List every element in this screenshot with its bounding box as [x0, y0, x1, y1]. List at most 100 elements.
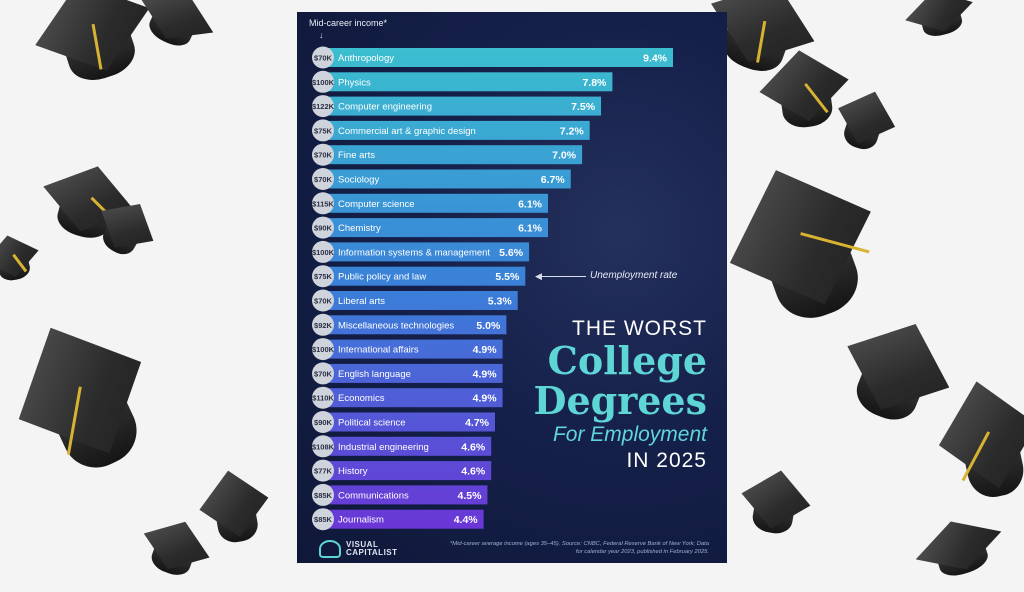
bar	[317, 436, 492, 456]
value-label: 4.9%	[473, 344, 498, 356]
bar	[317, 218, 549, 238]
visual-capitalist-logo: VISUAL CAPITALIST	[319, 540, 406, 558]
value-label: 7.5%	[571, 101, 596, 113]
category-label: Computer engineering	[338, 102, 432, 113]
bar	[317, 461, 492, 481]
income-badge	[312, 168, 334, 190]
income-badge	[312, 46, 334, 69]
graduation-cap-icon	[0, 230, 45, 290]
category-label: English language	[338, 369, 411, 380]
value-label: 4.4%	[454, 514, 479, 526]
category-label: Public policy and law	[338, 272, 426, 283]
bar	[317, 388, 503, 408]
category-label: Computer science	[338, 199, 415, 210]
income-label: $122K	[312, 102, 335, 111]
value-label: 4.9%	[473, 393, 498, 405]
value-label: 4.5%	[457, 490, 482, 502]
bar	[317, 96, 602, 116]
category-label: Fine arts	[338, 150, 375, 161]
category-label: Sociology	[338, 175, 379, 186]
annotation-arrow-icon: ◀	[535, 271, 542, 281]
income-label: $75K	[314, 126, 333, 135]
income-badge	[312, 338, 334, 361]
bar	[317, 120, 590, 140]
income-label: $77K	[314, 467, 333, 476]
income-badge	[312, 192, 334, 215]
income-label: $85K	[314, 515, 333, 524]
category-label: Communications	[338, 490, 409, 501]
income-label: $90K	[314, 224, 333, 233]
title-line: THE WORST	[572, 317, 707, 340]
value-label: 5.5%	[495, 271, 520, 283]
income-badge	[312, 459, 334, 482]
down-arrow-icon: ↓	[319, 30, 324, 40]
value-label: 4.9%	[473, 368, 498, 380]
income-badge	[312, 95, 334, 118]
income-label: $110K	[312, 394, 334, 403]
income-badge	[312, 435, 334, 458]
income-label: $115K	[312, 199, 334, 208]
graduation-cap-icon	[734, 464, 815, 545]
income-label: $70K	[314, 151, 333, 160]
income-badge	[312, 386, 334, 409]
income-label: $70K	[314, 297, 333, 306]
income-badge	[312, 508, 334, 531]
annotation-line	[540, 276, 586, 277]
source-footnote: *Mid-career average income (ages 35–45).…	[450, 541, 709, 555]
income-label: $70K	[314, 54, 333, 63]
category-label: Liberal arts	[338, 296, 385, 307]
income-label: $70K	[314, 369, 333, 378]
graduation-cap-icon	[900, 0, 981, 48]
bar-chart: $70K Anthropology 9.4%$100K Physics 7.8%$122…	[312, 46, 673, 531]
income-label: $70K	[314, 175, 333, 184]
category-label: Journalism	[338, 515, 384, 526]
bar	[317, 72, 613, 92]
bar	[317, 412, 495, 432]
income-badge	[312, 240, 334, 263]
category-label: Information systems & management	[338, 247, 490, 258]
category-label: Commercial art & graphic design	[338, 126, 476, 137]
value-label: 4.6%	[461, 441, 486, 453]
value-label: 5.3%	[488, 296, 513, 308]
bar	[317, 266, 526, 286]
value-label: 6.1%	[518, 198, 543, 210]
income-label: $85K	[314, 491, 333, 500]
income-badge	[312, 216, 334, 239]
income-badge	[312, 143, 334, 166]
income-label: $100K	[312, 345, 335, 354]
bar	[317, 363, 503, 383]
category-label: History	[338, 466, 368, 477]
value-label: 5.6%	[499, 247, 524, 259]
category-label: Political science	[338, 418, 406, 429]
income-label: $92K	[314, 321, 333, 330]
income-badge	[312, 289, 334, 312]
value-label: 6.1%	[518, 223, 543, 235]
annotation-label: Unemployment rate	[590, 270, 678, 281]
title-line: Degrees	[533, 378, 707, 423]
income-badge	[312, 362, 334, 385]
income-badge	[312, 411, 334, 433]
income-label: $100K	[312, 78, 335, 87]
income-badge	[312, 265, 334, 288]
bar	[317, 169, 571, 189]
category-label: Physics	[338, 77, 371, 88]
bar	[317, 145, 583, 165]
category-label: Anthropology	[338, 53, 394, 64]
graduation-cap-icon	[0, 299, 182, 506]
chart-title: THE WORST College Degrees For Employment…	[534, 317, 707, 473]
income-label: $75K	[314, 272, 333, 281]
income-label: $108K	[312, 442, 335, 451]
bar	[317, 315, 507, 335]
income-badge	[312, 119, 334, 142]
income-label: $90K	[314, 418, 333, 427]
category-label: Economics	[338, 393, 385, 404]
value-label: 6.7%	[541, 174, 566, 186]
value-label: 4.7%	[465, 417, 490, 429]
title-line: IN 2025	[626, 449, 707, 472]
value-label: 7.8%	[582, 77, 607, 89]
graduation-cap-icon	[928, 371, 1024, 519]
income-badge	[312, 483, 334, 506]
bar	[317, 339, 503, 359]
graduation-cap-icon	[908, 508, 1012, 592]
bar	[317, 242, 530, 262]
